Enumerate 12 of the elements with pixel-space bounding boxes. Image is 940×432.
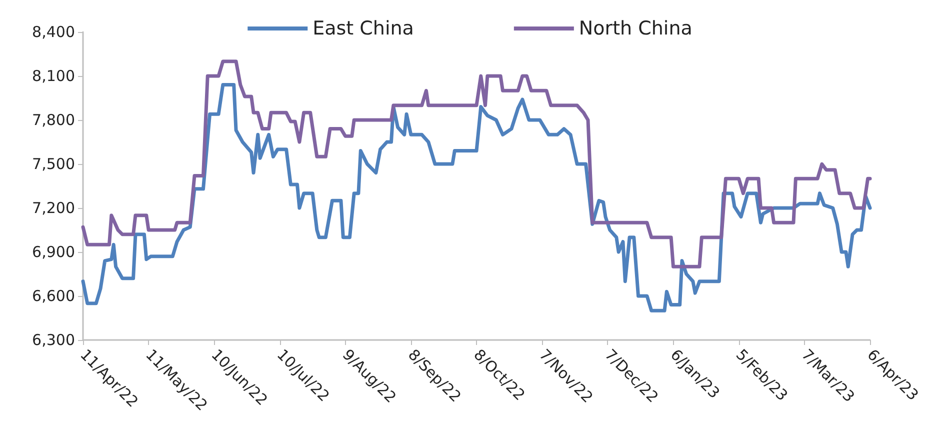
y-tick-label: 7,800 bbox=[32, 111, 75, 129]
y-tick-label: 6,300 bbox=[32, 331, 75, 349]
y-tick-label: 8,100 bbox=[32, 67, 75, 85]
y-tick-label: 7,500 bbox=[32, 155, 75, 173]
y-tick-label: 8,400 bbox=[32, 23, 75, 41]
legend-label: North China bbox=[578, 18, 692, 40]
legend-label: East China bbox=[312, 18, 414, 40]
line-series bbox=[81, 83, 872, 312]
line-series bbox=[81, 60, 872, 268]
y-tick-label: 7,200 bbox=[32, 199, 75, 217]
y-tick-label: 6,900 bbox=[32, 243, 75, 261]
y-tick-label: 6,600 bbox=[32, 287, 75, 305]
